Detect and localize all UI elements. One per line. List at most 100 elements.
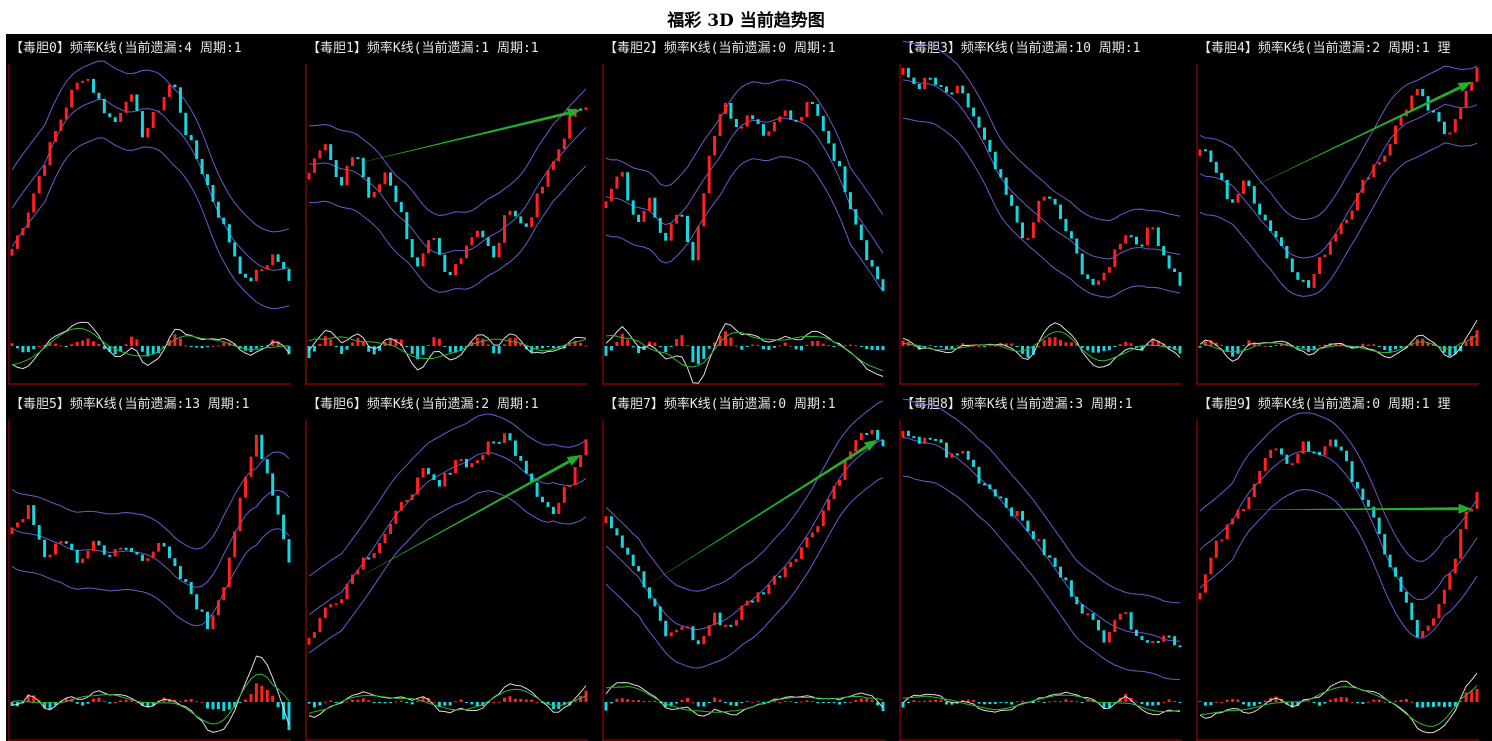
candle (81, 80, 85, 83)
trend-arrow-shaft (1238, 86, 1461, 194)
candle (416, 257, 420, 267)
candle (702, 193, 706, 227)
histogram-bar (276, 341, 280, 346)
candle (1432, 618, 1435, 626)
candle (459, 458, 463, 461)
candle (988, 484, 992, 490)
candle (146, 127, 150, 138)
candle (832, 485, 836, 500)
histogram-bar (1124, 693, 1128, 702)
histogram-bar (1361, 343, 1365, 346)
histogram-bar (271, 339, 275, 346)
candle (1031, 222, 1035, 238)
histogram-bar (173, 699, 177, 702)
candle (54, 543, 57, 555)
candle (789, 562, 793, 568)
candle (43, 539, 47, 558)
candle (437, 479, 441, 487)
candle (1053, 198, 1057, 205)
candle (680, 626, 684, 630)
candle (10, 527, 14, 535)
candle (1475, 67, 1479, 82)
histogram-bar (162, 697, 166, 702)
candle (854, 209, 858, 225)
candle (615, 528, 619, 536)
candle (816, 104, 820, 116)
candle (1453, 119, 1457, 133)
candle (1156, 641, 1160, 643)
histogram-bar (816, 702, 820, 704)
histogram-bar (696, 702, 700, 707)
candle (1301, 279, 1305, 282)
histogram-bar (604, 702, 608, 711)
band-lower (902, 475, 1181, 681)
candle (1220, 172, 1224, 180)
candle (1410, 95, 1414, 110)
histogram-bar (805, 700, 809, 702)
candle (1140, 636, 1144, 641)
candle (718, 114, 722, 136)
candle (778, 575, 782, 578)
candle (675, 629, 679, 633)
candle (1383, 534, 1387, 555)
candle (901, 67, 905, 75)
histogram-bar (751, 344, 755, 346)
band-lower (11, 137, 290, 310)
panel-title: 【毒胆6】频率K线(当前遗漏:2 周期:1 (307, 396, 539, 412)
candle (54, 131, 57, 142)
candle (157, 110, 161, 113)
candle (972, 107, 976, 117)
histogram-bar (54, 343, 57, 346)
candle (372, 191, 376, 198)
candle (334, 160, 338, 177)
histogram-bar (195, 701, 199, 703)
candle (1372, 506, 1376, 518)
histogram-bar (977, 702, 981, 704)
candle (1075, 596, 1079, 605)
histogram-bar (1307, 701, 1311, 703)
candle (492, 246, 496, 258)
candle (287, 539, 291, 563)
histogram-bar (211, 345, 215, 347)
candle (1356, 482, 1359, 489)
candle (1015, 511, 1019, 517)
histogram-bar (102, 700, 106, 702)
candle (271, 473, 275, 496)
histogram-bar (800, 346, 803, 351)
candle (64, 541, 68, 544)
band-upper (1199, 65, 1478, 221)
band-middle (902, 79, 1181, 260)
histogram-bar (1410, 701, 1414, 703)
candle (249, 456, 253, 477)
histogram-bar (135, 339, 139, 346)
candle (168, 546, 171, 559)
candle (497, 242, 501, 258)
histogram-bar (1263, 700, 1267, 702)
candle (1010, 194, 1014, 206)
histogram-bar (1236, 699, 1240, 702)
histogram-bar (1135, 701, 1138, 703)
histogram-bar (1356, 702, 1359, 704)
candle (519, 455, 523, 461)
histogram-bar (54, 702, 57, 706)
candle (367, 177, 371, 198)
histogram-bar (609, 702, 613, 704)
histogram-bar (620, 698, 624, 702)
histogram-bar (497, 346, 501, 354)
osc-line-green (11, 673, 290, 725)
histogram-bar (1037, 345, 1041, 347)
band-upper (308, 88, 587, 217)
histogram-bar (399, 700, 403, 702)
histogram-bar (530, 346, 534, 353)
candle (416, 477, 420, 495)
candle (729, 624, 733, 627)
candle (459, 258, 463, 265)
candle (81, 558, 85, 563)
candle (86, 78, 90, 81)
candle (794, 119, 798, 122)
candle (1312, 451, 1316, 454)
candle (1274, 231, 1278, 238)
histogram-bar (939, 346, 943, 348)
candle (1285, 454, 1289, 464)
histogram-bar (130, 336, 133, 346)
